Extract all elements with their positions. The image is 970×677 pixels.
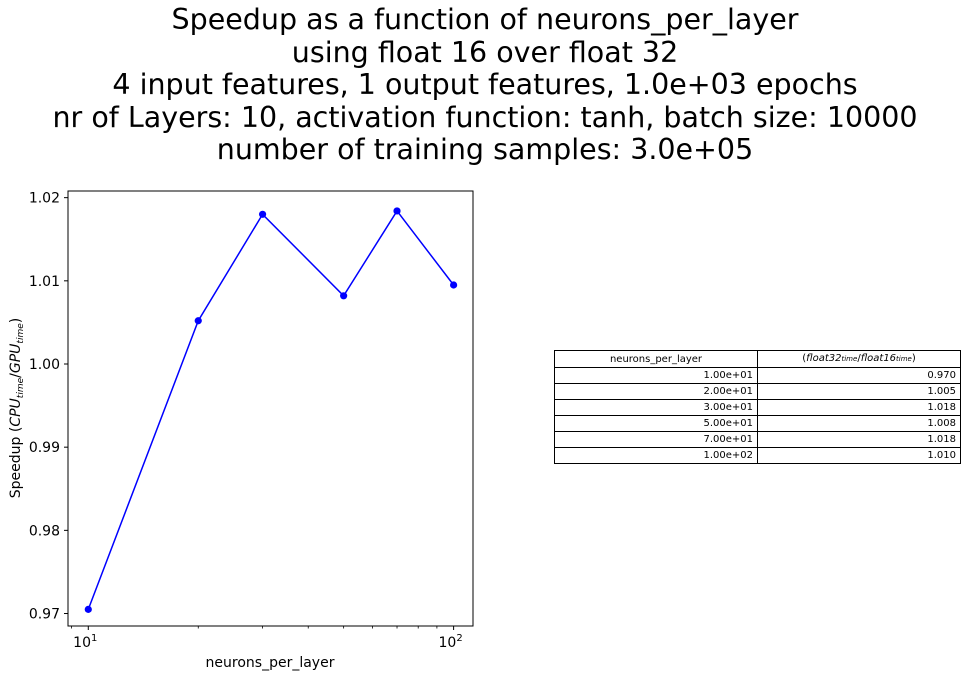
table-row: 7.00e+01 1.018 [554,431,961,448]
y-label-den: GPU [8,344,24,374]
data-point [84,605,92,613]
header-float32: float32 [806,353,842,364]
table-cell-speedup: 1.010 [757,447,961,464]
table-header-row: neurons_per_layer (float32time/float16ti… [554,350,961,368]
title-line-5: number of training samples: 3.0e+05 [216,133,754,166]
plot-frame [67,190,474,627]
y-tick-label: 0.98 [29,523,60,539]
table-cell-speedup: 1.018 [757,431,961,448]
table-cell-neurons: 2.00e+01 [554,383,758,400]
y-tick-label: 1.01 [29,274,60,290]
table-cell-speedup: 0.970 [757,367,961,384]
y-tick-label: 0.99 [29,440,60,456]
speedup-table: neurons_per_layer (float32time/float16ti… [554,350,961,464]
table-row: 1.00e+02 1.010 [554,447,961,464]
y-label-num: CPU [8,398,24,426]
header-float16: float16 [860,353,897,364]
x-axis-label: neurons_per_layer [206,655,335,671]
table-cell-speedup: 1.018 [757,399,961,416]
table-row: 2.00e+01 1.005 [554,383,961,400]
title-line-3: 4 input features, 1 output features, 1.0… [112,68,858,101]
table-cell-neurons: 3.00e+01 [554,399,758,416]
x-tick-label: 102 [439,633,463,651]
data-point [340,292,348,300]
data-point [194,317,202,325]
y-tick-label: 1.02 [29,191,60,207]
table-row: 5.00e+01 1.008 [554,415,961,432]
x-tick-label: 101 [73,633,97,651]
title-line-4: nr of Layers: 10, activation function: t… [52,100,918,134]
table-row: 1.00e+01 0.970 [554,367,961,384]
table-cell-neurons: 1.00e+02 [554,447,758,464]
table-header-ratio: (float32time/float16time) [757,350,961,368]
table-cell-speedup: 1.005 [757,383,961,400]
title-line-1: Speedup as a function of neurons_per_lay… [171,3,799,36]
y-axis-ticks: 0.97 0.98 0.99 1.00 1.01 1.02 [29,191,68,623]
series-line [87,209,455,610]
table-header-neurons: neurons_per_layer [554,350,758,368]
x-axis-ticks: 101 102 [71,626,463,651]
y-tick-label: 1.00 [29,357,60,373]
table-cell-neurons: 5.00e+01 [554,415,758,432]
y-label-den-sub: time [16,323,26,344]
table-cell-speedup: 1.008 [757,415,961,432]
y-axis-label: Speedup (CPUtime/GPUtime) [8,318,26,498]
y-label-num-sub: time [16,377,26,398]
table-row: 3.00e+01 1.018 [554,399,961,416]
table-cell-neurons: 1.00e+01 [554,367,758,384]
data-point [258,210,267,218]
y-tick-label: 0.97 [29,607,60,623]
data-point [393,207,401,215]
header-float16-sub: time [896,355,912,363]
chart-title: Speedup as a function of neurons_per_lay… [0,3,970,167]
header-float32-sub: time [841,355,858,363]
title-line-2: using float 16 over float 32 [291,35,679,69]
series-points [84,207,458,613]
table-cell-neurons: 7.00e+01 [554,431,758,448]
data-point [450,281,458,289]
y-axis-label-text: Speedup [8,436,24,498]
